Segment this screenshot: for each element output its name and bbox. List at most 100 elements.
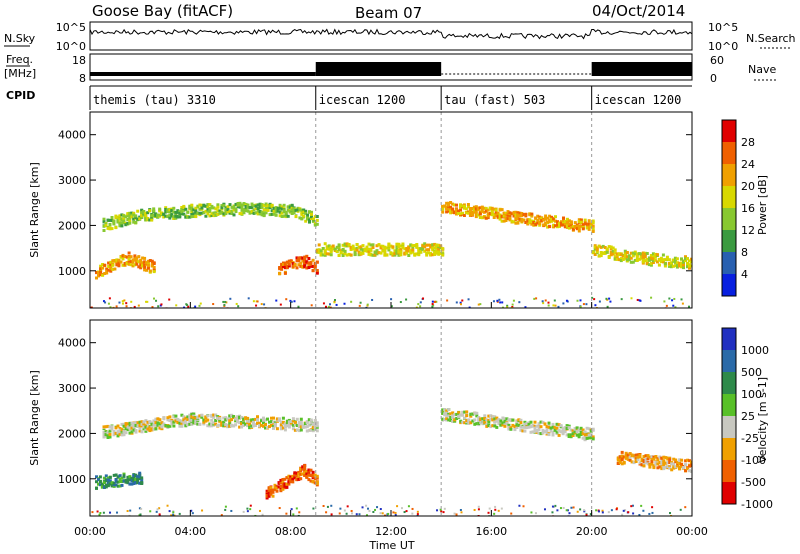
echo-cell	[136, 209, 140, 213]
echo-cell	[254, 211, 258, 215]
echo-cell	[503, 419, 507, 423]
echo-cell	[462, 214, 466, 217]
echo-cell	[136, 217, 140, 221]
echo-cell	[252, 300, 255, 303]
echo-cell	[621, 254, 625, 258]
echo-cell	[240, 205, 244, 209]
echo-cell	[271, 488, 275, 492]
echo-cell	[228, 211, 232, 215]
echo-cell	[661, 260, 665, 264]
echo-cell	[128, 421, 132, 425]
echo-cell	[591, 219, 595, 223]
echo-cell	[629, 256, 633, 260]
echo-cell	[595, 509, 598, 512]
echo-cell	[138, 507, 141, 510]
colorbar-tick: 8	[741, 246, 748, 259]
y-tick-label: 2000	[58, 427, 86, 440]
echo-cell	[288, 205, 292, 209]
echo-cell	[180, 210, 184, 214]
echo-cell	[567, 222, 571, 226]
colorbar-tick: -500	[741, 476, 766, 489]
echo-cell	[433, 250, 437, 254]
echo-cell	[411, 244, 415, 248]
echo-cell	[633, 252, 637, 256]
echo-cell	[146, 300, 149, 303]
echo-cell	[339, 250, 343, 254]
echo-cell	[144, 215, 148, 219]
echo-cell	[121, 254, 125, 258]
echo-cell	[279, 489, 283, 493]
echo-cell	[170, 422, 174, 426]
echo-cell	[178, 211, 182, 215]
echo-cell	[287, 259, 291, 263]
echo-cell	[276, 209, 280, 213]
echo-cell	[494, 208, 498, 212]
echo-cell	[132, 422, 136, 425]
velocity-ylabel: Slant Range [km]	[28, 370, 41, 466]
echo-cell	[500, 208, 504, 212]
echo-cell	[146, 266, 150, 270]
echo-cell	[152, 213, 156, 217]
echo-cell	[188, 419, 192, 423]
echo-cell	[433, 242, 437, 246]
echo-cell	[300, 208, 304, 212]
echo-cell	[514, 221, 518, 225]
echo-cell	[570, 506, 573, 509]
echo-cell	[311, 426, 315, 430]
echo-cell	[559, 507, 562, 510]
velocity-scale-label: Velocity [m s-1]	[756, 377, 769, 463]
echo-cell	[152, 209, 156, 213]
echo-cell	[128, 478, 132, 482]
echo-cell	[97, 274, 101, 278]
echo-cell	[489, 414, 493, 418]
echo-cell	[194, 421, 198, 425]
echo-cell	[547, 423, 551, 427]
echo-cell	[666, 465, 670, 468]
echo-cell	[651, 255, 655, 259]
echo-cell	[658, 461, 662, 464]
echo-cell	[455, 417, 459, 420]
echo-cell	[375, 249, 379, 253]
echo-cell	[244, 422, 248, 426]
echo-cell	[501, 423, 505, 427]
echo-cell	[413, 244, 417, 247]
echo-cell	[103, 272, 107, 275]
echo-cell	[595, 246, 599, 250]
nave-tick-top: 60	[710, 54, 724, 67]
echo-cell	[620, 298, 623, 301]
echo-cell	[577, 224, 581, 228]
echo-cell	[130, 430, 134, 434]
echo-cell	[551, 433, 555, 437]
echo-cell	[624, 454, 628, 458]
echo-cell	[106, 478, 110, 482]
echo-cell	[128, 221, 132, 225]
echo-cell	[535, 297, 538, 300]
echo-cell	[443, 412, 447, 416]
echo-cell	[106, 482, 110, 486]
echo-cell	[674, 458, 678, 462]
echo-cell	[492, 216, 496, 219]
echo-cell	[453, 211, 456, 215]
echo-cell	[510, 512, 513, 515]
echo-cell	[508, 215, 512, 219]
echo-cell	[521, 425, 525, 429]
echo-cell	[174, 414, 178, 418]
echo-cell	[464, 207, 468, 211]
echo-cell	[186, 215, 190, 219]
echo-cell	[337, 254, 341, 257]
echo-cell	[112, 481, 116, 485]
echo-cell	[638, 513, 641, 516]
echo-cell	[608, 297, 611, 300]
echo-cell	[130, 482, 134, 486]
colorbar-tick: 4	[741, 268, 748, 281]
echo-cell	[686, 265, 689, 269]
echo-cell	[496, 211, 500, 215]
echo-cell	[421, 247, 425, 251]
echo-cell	[577, 428, 581, 432]
echo-cell	[457, 209, 460, 213]
echo-cell	[541, 428, 545, 432]
echo-cell	[238, 425, 242, 429]
echo-cell	[441, 253, 445, 257]
echo-cell	[138, 425, 142, 428]
